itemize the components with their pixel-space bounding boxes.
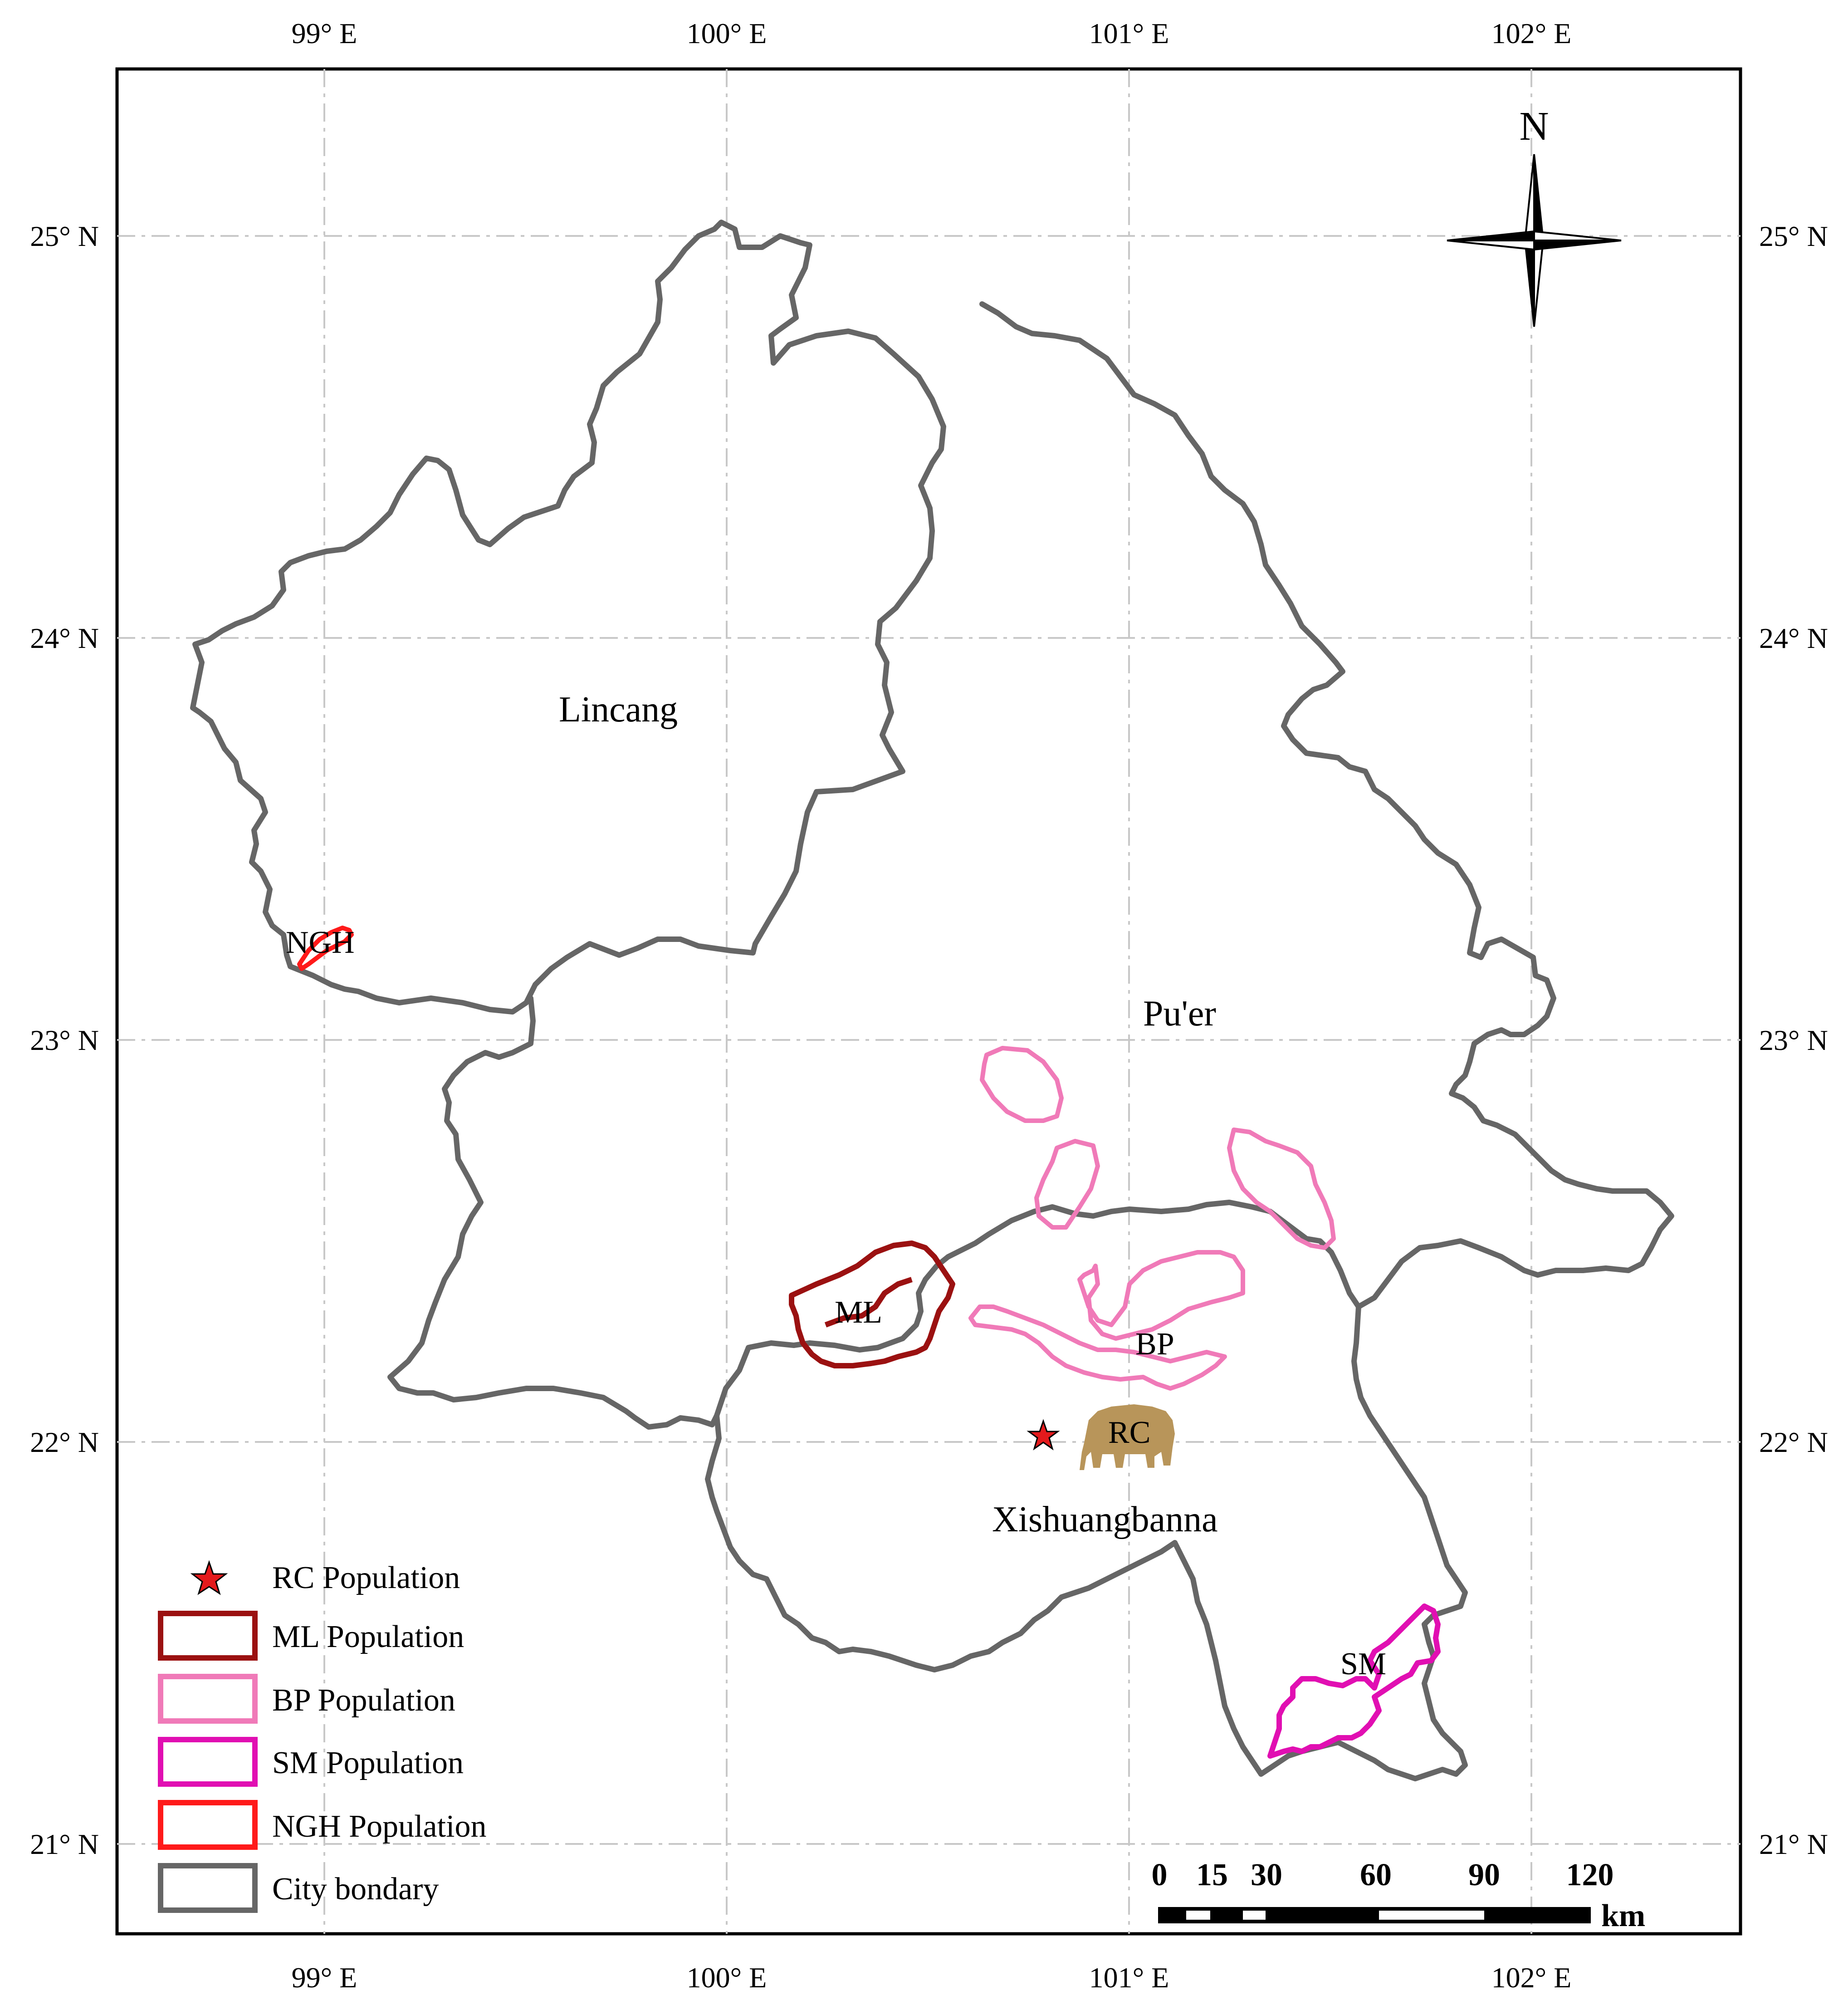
scale-tick-0: 0	[1152, 1858, 1168, 1892]
lon-bottom-100: 100° E	[687, 1961, 767, 1994]
xishuangbanna-boundary	[705, 1304, 1468, 1781]
bp-polygon-center	[1034, 1139, 1100, 1230]
legend-label-sm: SM Population	[272, 1745, 464, 1780]
scale-tick-120: 120	[1566, 1858, 1614, 1892]
lon-top-100: 100° E	[687, 17, 767, 49]
north-arrow-label: N	[1520, 104, 1549, 149]
lat-right-24: 24° N	[1759, 622, 1828, 654]
region-label-lincang: Lincang	[559, 690, 678, 730]
lincang-boundary	[190, 220, 946, 1015]
legend-label-ml: ML Population	[272, 1619, 464, 1654]
scale-bar-outline	[1158, 1907, 1591, 1923]
legend-rc-star-icon	[190, 1560, 228, 1595]
population-label-bp: BP	[1135, 1327, 1174, 1362]
population-label-ml: ML	[835, 1295, 882, 1330]
north-arrow-icon: N	[1447, 104, 1622, 327]
city-boundaries	[190, 220, 1674, 1781]
lat-left-24: 24° N	[30, 622, 99, 654]
lat-left-22: 22° N	[30, 1426, 99, 1458]
bp-polygon-east	[1227, 1128, 1336, 1250]
scale-tick-30: 30	[1251, 1858, 1282, 1892]
bp-polygon-south	[968, 1250, 1245, 1391]
legend-label-city: City bondary	[272, 1872, 439, 1907]
ml-population	[789, 1240, 955, 1368]
region-label-xishuangbanna: Xishuangbanna	[992, 1500, 1218, 1539]
lat-left-21: 21° N	[30, 1828, 99, 1860]
lon-top-102: 102° E	[1491, 17, 1572, 49]
elephant-icon	[1080, 1404, 1175, 1470]
lat-left-23: 23° N	[30, 1024, 99, 1056]
legend-city-swatch	[158, 1863, 258, 1913]
population-label-ngh: NGH	[286, 925, 355, 960]
population-label-sm: SM	[1340, 1647, 1386, 1682]
bp-population	[968, 1046, 1336, 1391]
legend-label-ngh: NGH Population	[272, 1809, 487, 1844]
scale-tick-90: 90	[1468, 1858, 1500, 1892]
lat-right-21: 21° N	[1759, 1828, 1828, 1860]
rc-star-icon	[1027, 1419, 1060, 1451]
legend: RC Population ML Population BP Populatio…	[158, 1560, 487, 1913]
scale-tick-15: 15	[1196, 1858, 1228, 1892]
puer-boundary	[387, 301, 1674, 1430]
lon-bottom-101: 101° E	[1089, 1961, 1169, 1994]
legend-label-rc: RC Population	[272, 1560, 460, 1595]
legend-ngh-swatch	[158, 1800, 258, 1850]
graticule	[117, 69, 1740, 1934]
scale-tick-60: 60	[1360, 1858, 1392, 1892]
legend-label-bp: BP Population	[272, 1683, 455, 1718]
scale-unit: km	[1601, 1898, 1645, 1933]
legend-bp-swatch	[158, 1674, 258, 1724]
lat-right-22: 22° N	[1759, 1426, 1828, 1458]
lat-right-23: 23° N	[1759, 1024, 1828, 1056]
population-label-rc: RC	[1108, 1415, 1150, 1450]
lon-bottom-99: 99° E	[292, 1961, 357, 1994]
sm-population	[1267, 1603, 1441, 1759]
lat-right-25: 25° N	[1759, 220, 1828, 252]
lon-top-99: 99° E	[292, 17, 357, 49]
lon-top-101: 101° E	[1089, 17, 1169, 49]
ngh-population	[297, 926, 354, 971]
legend-sm-swatch	[158, 1737, 258, 1787]
scale-bar: 0 15 30 60 90 120 km	[1152, 1858, 1646, 1933]
legend-ml-swatch	[158, 1611, 258, 1661]
bp-polygon-north	[980, 1046, 1064, 1123]
lat-left-25: 25° N	[30, 220, 99, 252]
lon-bottom-102: 102° E	[1491, 1961, 1572, 1994]
region-label-puer: Pu'er	[1143, 994, 1216, 1034]
